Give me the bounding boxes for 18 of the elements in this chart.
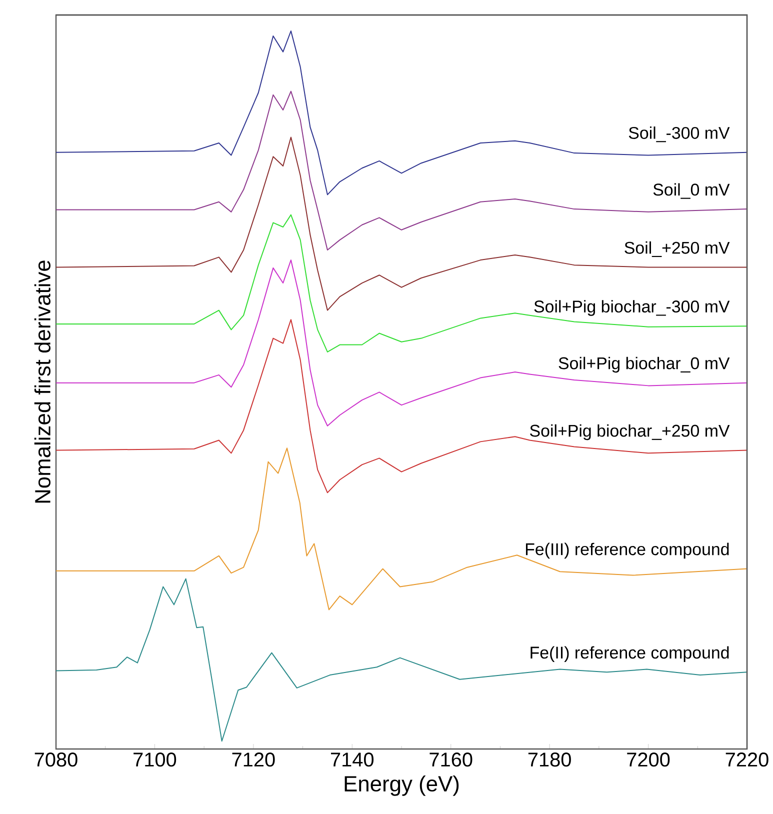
x-axis-title: Energy (eV) — [344, 775, 459, 796]
x-tick-label: 7220 — [726, 752, 768, 767]
y-axis-title: Nomalized first derivative — [34, 260, 50, 503]
x-tick-label: 7100 — [134, 752, 176, 767]
series-label: Soil_0 mV — [653, 183, 730, 199]
series-label: Fe(II) reference compound — [530, 646, 729, 662]
series-label: Soil+Pig biochar_+250 mV — [530, 424, 730, 440]
series-label: Soil+Pig biochar_0 mV — [558, 356, 730, 373]
x-tick-label: 7080 — [34, 752, 78, 767]
x-tick-label: 7160 — [430, 752, 472, 767]
series-label: Soil_+250 mV — [624, 241, 730, 258]
x-tick-label: 7120 — [232, 752, 275, 767]
x-tick-label: 7200 — [627, 752, 670, 767]
x-tick-label: 7180 — [528, 752, 571, 767]
series-label: Soil_-300 mV — [628, 126, 730, 142]
series-label: Soil+Pig biochar_-300 mV — [534, 300, 730, 316]
series-label: Fe(III) reference compound — [526, 542, 729, 559]
x-tick-label: 7140 — [330, 752, 374, 767]
